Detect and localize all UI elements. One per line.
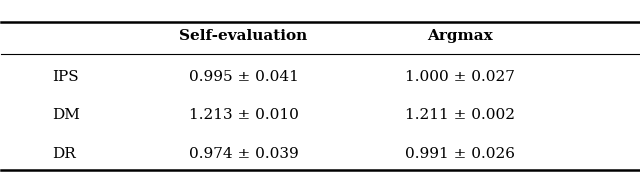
Text: 1.213 ± 0.010: 1.213 ± 0.010 [189, 108, 298, 122]
Text: Self-evaluation: Self-evaluation [179, 29, 308, 43]
Text: DM: DM [52, 108, 80, 122]
Text: 0.974 ± 0.039: 0.974 ± 0.039 [189, 147, 298, 161]
Text: IPS: IPS [52, 70, 79, 84]
Text: 1.211 ± 0.002: 1.211 ± 0.002 [405, 108, 515, 122]
Text: Argmax: Argmax [428, 29, 493, 43]
Text: 0.995 ± 0.041: 0.995 ± 0.041 [189, 70, 298, 84]
Text: 1.000 ± 0.027: 1.000 ± 0.027 [405, 70, 515, 84]
Text: DR: DR [52, 147, 76, 161]
Text: 0.991 ± 0.026: 0.991 ± 0.026 [405, 147, 515, 161]
